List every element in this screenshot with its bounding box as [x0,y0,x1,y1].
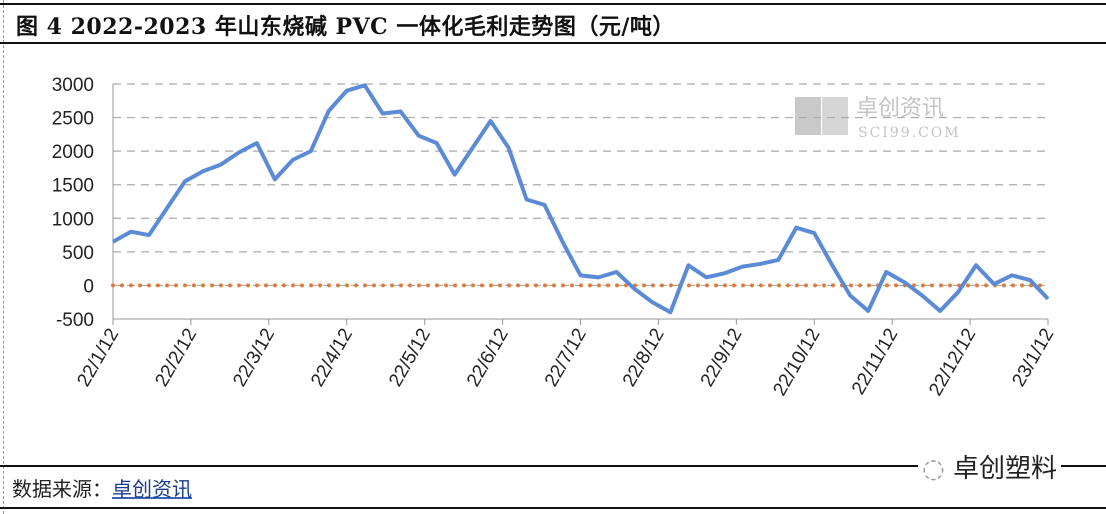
sci99-logo-block [822,97,848,135]
chart-title: 图 4 2022-2023 年山东烧碱 PVC 一体化毛利走势图（元/吨） [16,14,675,40]
top-rule [0,3,1106,5]
sci99-logo-block [795,97,821,135]
y-tick-label: 0 [83,276,94,297]
watermark-en: SCI99.COM [858,125,961,141]
source-note: 数据来源：卓创资讯 [12,477,192,501]
x-tick-label: 22/11/12 [848,325,902,398]
y-tick-label: 2000 [52,142,94,163]
footer-rule [0,465,1106,467]
x-tick-label: 22/9/12 [697,325,747,390]
y-tick-label: 1000 [52,209,94,230]
left-border [3,0,4,514]
y-tick-label: 1500 [52,176,94,197]
sci99-watermark: 卓创资讯 SCI99.COM [795,96,961,141]
x-tick-label: 22/2/12 [151,325,201,390]
y-tick-label: 2500 [52,109,94,130]
x-tick-label: 22/8/12 [619,325,669,390]
x-tick-label: 22/6/12 [463,325,513,390]
x-tick-label: 22/12/12 [925,325,980,400]
wechat-icon: ◌ [922,454,953,484]
watermark-cn: 卓创资讯 [856,96,944,121]
x-tick-label: 22/10/12 [769,325,824,400]
x-tick-label: 22/7/12 [541,325,591,390]
margin-series-line [112,83,1050,315]
y-tick-label: -500 [56,310,94,331]
x-tick-label: 22/4/12 [307,325,357,390]
y-tick-label: 500 [62,243,94,264]
x-tick-label: 22/1/12 [73,325,123,390]
wechat-watermark: ◌ 卓创塑料 [918,448,1061,485]
y-tick-label: 3000 [52,75,94,96]
x-tick-label: 22/5/12 [385,325,435,390]
title-rule [0,42,1106,44]
x-tick-label: 23/1/12 [1008,325,1058,390]
source-link[interactable]: 卓创资讯 [112,477,192,501]
x-tick-label: 22/3/12 [229,325,279,390]
bottom-rule [0,507,1106,509]
